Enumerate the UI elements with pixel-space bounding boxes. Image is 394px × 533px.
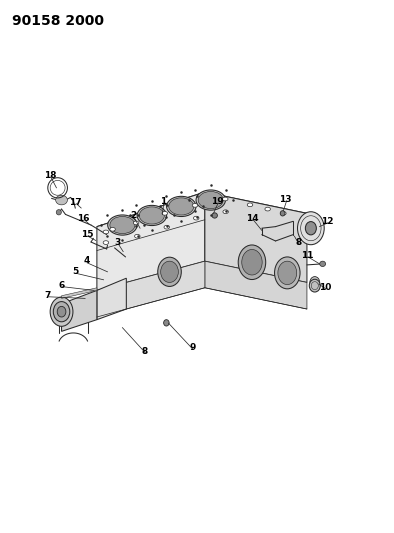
Polygon shape xyxy=(205,192,307,282)
Text: 18: 18 xyxy=(44,171,56,180)
Text: 4: 4 xyxy=(83,256,89,265)
Polygon shape xyxy=(61,290,97,332)
Ellipse shape xyxy=(223,197,228,201)
Ellipse shape xyxy=(192,204,198,207)
Text: 5: 5 xyxy=(72,268,79,276)
Ellipse shape xyxy=(310,277,320,288)
Polygon shape xyxy=(97,192,205,290)
Ellipse shape xyxy=(56,195,67,205)
Text: 90158 2000: 90158 2000 xyxy=(13,14,104,28)
Text: 15: 15 xyxy=(81,230,93,239)
Text: 3: 3 xyxy=(114,238,121,247)
Ellipse shape xyxy=(110,216,135,233)
Ellipse shape xyxy=(280,211,285,216)
Ellipse shape xyxy=(305,222,316,235)
Ellipse shape xyxy=(320,261,325,266)
Ellipse shape xyxy=(242,249,262,275)
Ellipse shape xyxy=(278,261,297,285)
Ellipse shape xyxy=(196,190,225,210)
Text: 16: 16 xyxy=(77,214,90,223)
Ellipse shape xyxy=(158,257,181,286)
Text: 9: 9 xyxy=(189,343,195,352)
Ellipse shape xyxy=(275,257,300,289)
Ellipse shape xyxy=(139,207,164,224)
Text: 11: 11 xyxy=(301,251,314,260)
Text: 6: 6 xyxy=(59,280,65,289)
Text: 14: 14 xyxy=(246,214,259,223)
Ellipse shape xyxy=(281,212,286,215)
Ellipse shape xyxy=(108,215,137,235)
Text: 12: 12 xyxy=(321,217,333,226)
Polygon shape xyxy=(97,261,205,317)
Text: 13: 13 xyxy=(279,195,292,204)
Ellipse shape xyxy=(161,261,178,282)
Ellipse shape xyxy=(265,207,270,211)
Text: 17: 17 xyxy=(69,198,82,207)
Ellipse shape xyxy=(110,228,115,231)
Text: 2: 2 xyxy=(130,211,137,220)
Text: 1: 1 xyxy=(160,197,167,206)
Ellipse shape xyxy=(134,221,139,225)
Text: 10: 10 xyxy=(319,282,331,292)
Ellipse shape xyxy=(57,306,66,317)
Ellipse shape xyxy=(297,212,324,245)
Ellipse shape xyxy=(135,235,140,238)
Ellipse shape xyxy=(164,225,169,229)
Ellipse shape xyxy=(309,279,320,292)
Ellipse shape xyxy=(103,230,109,234)
Ellipse shape xyxy=(247,203,253,207)
Text: 7: 7 xyxy=(45,290,51,300)
Ellipse shape xyxy=(162,212,167,215)
Text: 19: 19 xyxy=(211,197,223,206)
Ellipse shape xyxy=(53,302,70,322)
Ellipse shape xyxy=(164,320,169,326)
Ellipse shape xyxy=(56,209,61,215)
Ellipse shape xyxy=(103,241,109,245)
Polygon shape xyxy=(97,192,307,248)
Text: 8: 8 xyxy=(295,238,301,247)
Ellipse shape xyxy=(169,198,194,215)
Ellipse shape xyxy=(238,245,266,279)
Ellipse shape xyxy=(137,205,167,225)
Ellipse shape xyxy=(193,216,199,220)
Ellipse shape xyxy=(223,210,229,214)
Ellipse shape xyxy=(212,213,217,218)
Polygon shape xyxy=(205,261,307,309)
Polygon shape xyxy=(61,288,97,298)
Text: 8: 8 xyxy=(141,346,147,356)
Ellipse shape xyxy=(167,196,196,216)
Ellipse shape xyxy=(50,297,73,326)
Polygon shape xyxy=(97,278,126,320)
Ellipse shape xyxy=(198,191,223,208)
